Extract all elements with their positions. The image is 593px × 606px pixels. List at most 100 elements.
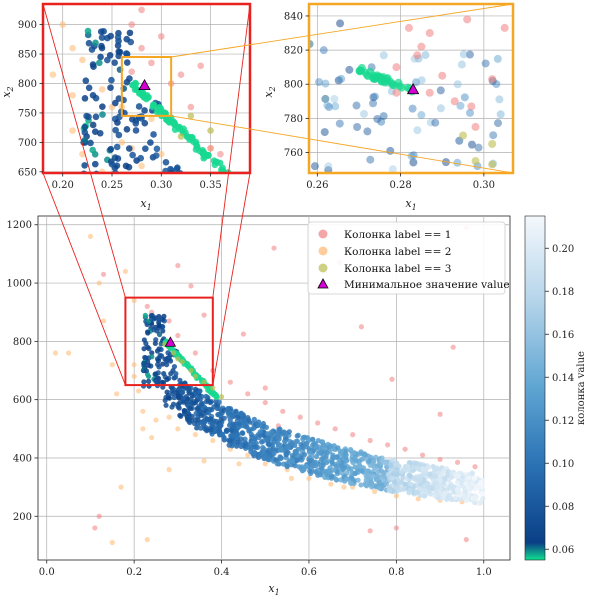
point-value bbox=[388, 462, 394, 468]
inset-point-value bbox=[150, 131, 157, 138]
point-label2 bbox=[131, 373, 137, 379]
inset-point-label1 bbox=[128, 21, 136, 28]
point-value bbox=[343, 476, 350, 482]
inset-point-value bbox=[142, 145, 149, 152]
colorbar-label: колонка value bbox=[576, 351, 587, 425]
inset-point-label1 bbox=[425, 88, 434, 97]
point-value bbox=[463, 497, 469, 503]
point-value bbox=[471, 475, 477, 481]
right-inset-ytick-label: 840 bbox=[284, 11, 303, 22]
zoom-box bbox=[124, 296, 214, 387]
point-value bbox=[366, 458, 373, 464]
point-value bbox=[446, 477, 452, 483]
point-value bbox=[144, 344, 151, 350]
point-value bbox=[175, 404, 181, 410]
inset-point-value bbox=[84, 27, 92, 35]
inset-point-value bbox=[114, 155, 122, 162]
inset-point-value bbox=[360, 109, 369, 118]
inset-point-value bbox=[366, 155, 375, 164]
inset-point-label2 bbox=[59, 21, 67, 28]
inset-point-value bbox=[81, 123, 89, 131]
point-value bbox=[260, 444, 266, 451]
point-value bbox=[262, 452, 268, 458]
point-value bbox=[292, 449, 299, 455]
inset-point-value bbox=[319, 46, 328, 55]
point-value bbox=[181, 407, 187, 414]
inset-point-value bbox=[467, 140, 476, 149]
left-inset-ytick-label: 750 bbox=[18, 108, 37, 119]
point-label2 bbox=[341, 484, 347, 490]
right-inset-ylabel: x2 bbox=[262, 86, 277, 97]
inset-point-value bbox=[457, 60, 466, 69]
inset-point-label2 bbox=[69, 127, 76, 134]
point-label2 bbox=[87, 233, 94, 240]
point-value bbox=[163, 402, 169, 408]
left-inset-ticks: 0.20 0.25 0.30 0.35 650 700 750 800 850 900 bbox=[18, 20, 222, 191]
point-value bbox=[347, 446, 354, 453]
point-value bbox=[422, 488, 428, 494]
point-label1 bbox=[262, 385, 268, 391]
main-xtick-label: 1.0 bbox=[476, 567, 492, 578]
point-value bbox=[441, 492, 447, 498]
inset-point-value bbox=[408, 104, 417, 113]
point-value bbox=[208, 399, 214, 405]
point-value bbox=[221, 407, 227, 413]
point-value bbox=[232, 433, 238, 439]
point-value bbox=[472, 495, 478, 501]
inset-point-value bbox=[82, 77, 90, 85]
connector-line bbox=[212, 172, 251, 386]
inset-point-value bbox=[453, 80, 462, 89]
legend-box bbox=[307, 221, 506, 295]
inset-point-value bbox=[90, 63, 97, 71]
point-value bbox=[270, 441, 276, 447]
inset-point-label1 bbox=[207, 144, 214, 152]
point-value bbox=[211, 418, 217, 424]
inset-point-value bbox=[373, 114, 382, 123]
connector-line bbox=[42, 3, 126, 298]
inset-point-value bbox=[89, 121, 97, 129]
point-value bbox=[426, 484, 432, 490]
point-value bbox=[355, 467, 361, 473]
inset-point-value bbox=[412, 78, 421, 87]
point-value bbox=[155, 358, 161, 364]
inset-point-value-low bbox=[225, 179, 232, 186]
point-value bbox=[324, 449, 330, 456]
point-value bbox=[286, 459, 292, 465]
inset-point-value bbox=[113, 143, 121, 151]
point-value bbox=[452, 495, 458, 501]
point-value bbox=[148, 313, 154, 319]
right-inset-ytick-label: 780 bbox=[284, 114, 303, 125]
point-value bbox=[358, 449, 364, 455]
inset-point-value bbox=[108, 76, 115, 84]
point-value bbox=[480, 495, 486, 502]
point-label2 bbox=[192, 432, 198, 438]
point-value bbox=[391, 479, 398, 486]
inset-point-value-low bbox=[192, 138, 200, 146]
point-value bbox=[269, 433, 275, 439]
inset-point-value-low bbox=[155, 107, 163, 115]
inset-point-label1 bbox=[138, 6, 145, 14]
point-value bbox=[441, 480, 447, 486]
point-value bbox=[145, 378, 152, 384]
point-value bbox=[390, 471, 396, 477]
inset-point-label1 bbox=[467, 102, 476, 111]
inset-point-label3 bbox=[187, 112, 195, 120]
inset-point-label1 bbox=[187, 103, 195, 111]
connector-line bbox=[42, 172, 126, 386]
left-inset-frame bbox=[41, 2, 252, 175]
inset-point-value bbox=[352, 101, 361, 110]
point-label2 bbox=[144, 536, 150, 543]
point-value bbox=[477, 480, 484, 486]
point-label2 bbox=[166, 467, 172, 473]
inset-point-value bbox=[98, 34, 106, 41]
point-label2 bbox=[96, 280, 102, 286]
point-label1 bbox=[271, 245, 277, 251]
point-value bbox=[420, 466, 426, 472]
point-value bbox=[277, 442, 283, 448]
inset-point-value bbox=[123, 126, 131, 133]
point-value bbox=[402, 481, 408, 487]
point-label2 bbox=[135, 388, 142, 394]
point-value bbox=[300, 445, 306, 451]
point-value bbox=[142, 312, 148, 318]
inset-point-label1 bbox=[157, 33, 165, 40]
